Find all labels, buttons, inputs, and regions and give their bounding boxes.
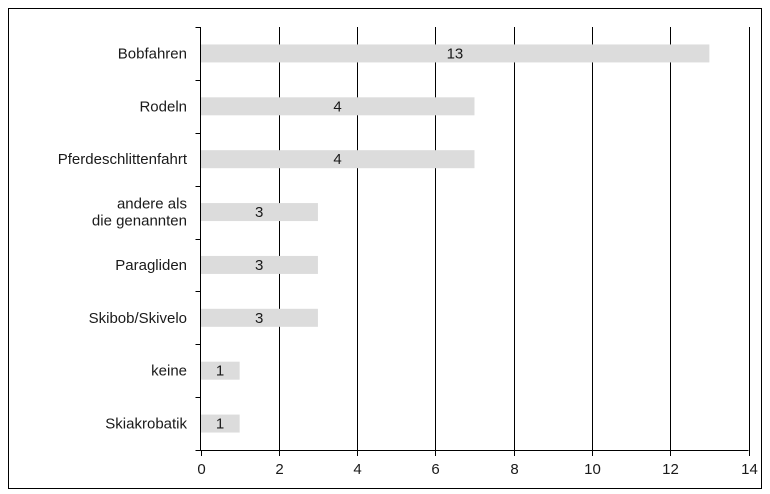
bar (200, 97, 475, 116)
chart-frame (8, 8, 762, 489)
category-label: keine (151, 363, 187, 380)
category-label: Pferdeschlittenfahrt (58, 151, 188, 168)
bar (200, 150, 475, 169)
x-tick-label: 4 (353, 461, 361, 478)
category-label-line: Skibob/Skivelo (89, 310, 187, 327)
data-label: 3 (255, 310, 263, 327)
category-label-line: Rodeln (139, 98, 187, 115)
category-label-line: Skiakrobatik (105, 416, 187, 433)
data-label: 3 (255, 204, 263, 221)
bar-layer (200, 44, 710, 433)
data-label: 13 (447, 45, 464, 62)
grid-layer (279, 27, 750, 450)
category-label: Skibob/Skivelo (89, 310, 187, 327)
data-label: 4 (333, 98, 341, 115)
label-layer: 0 2 4 6 8 10 12 14BobfahrenRodelnPferdeschlitte… (58, 45, 758, 478)
category-label: Rodeln (139, 98, 187, 115)
data-label: 1 (216, 416, 224, 433)
category-label-line: Bobfahren (118, 45, 187, 62)
data-label: 1 (216, 363, 224, 380)
category-label-line: Pferdeschlittenfahrt (58, 151, 188, 168)
axis-layer (195, 27, 750, 456)
category-label: andere als die genannten (92, 196, 187, 230)
category-label-line: keine (151, 363, 187, 380)
category-label: Bobfahren (118, 45, 187, 62)
data-label: 4 (333, 151, 341, 168)
x-tick-label: 8 (510, 461, 518, 478)
bar (200, 361, 240, 380)
category-label-line: andere als (117, 196, 187, 213)
bar (200, 414, 240, 433)
x-tick-label: 2 (275, 461, 283, 478)
bar (200, 308, 318, 327)
x-tick-label: 6 (431, 461, 439, 478)
bar (200, 44, 710, 63)
x-tick-label: 10 (584, 461, 601, 478)
x-tick-label: 0 (197, 461, 205, 478)
category-label-line: Paragliden (115, 257, 187, 274)
x-tick-label: 14 (741, 461, 758, 478)
bar (200, 255, 318, 274)
data-label: 3 (255, 257, 263, 274)
category-label: Skiakrobatik (105, 416, 187, 433)
x-tick-label: 12 (662, 461, 679, 478)
category-label: Paragliden (115, 257, 187, 274)
category-label-line: die genannten (92, 213, 187, 230)
bar (200, 203, 318, 222)
